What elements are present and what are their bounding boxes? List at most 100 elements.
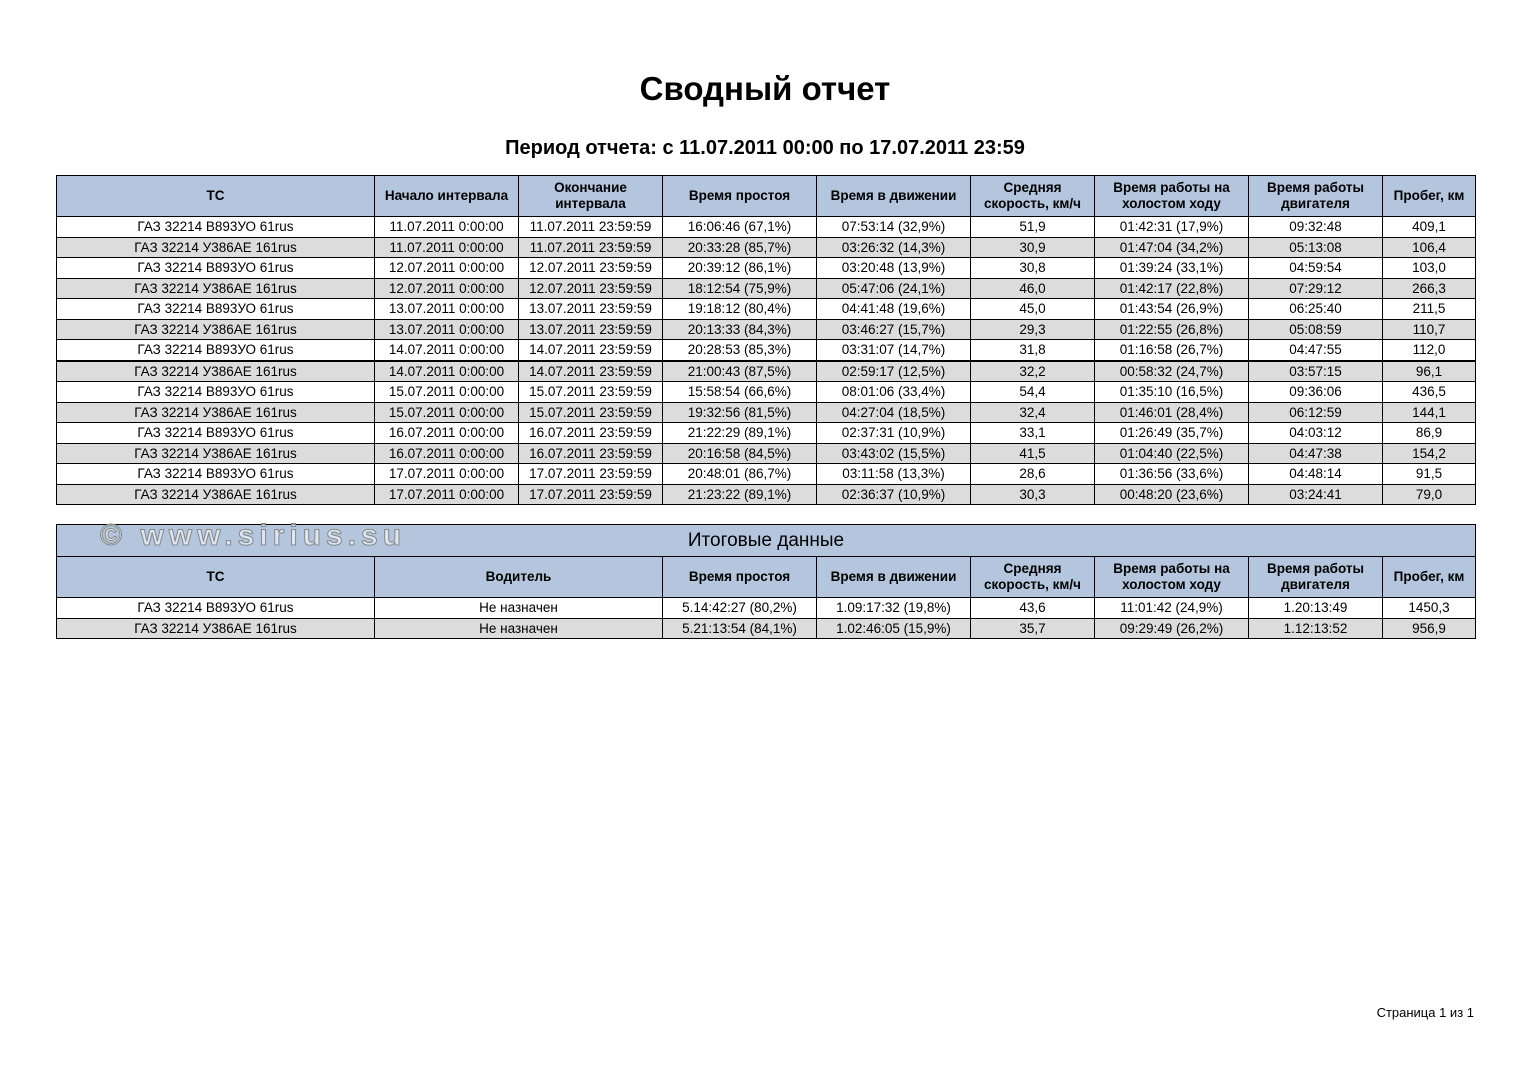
- table-cell: 13.07.2011 0:00:00: [374, 298, 519, 320]
- table-cell: ГАЗ 32214 У386АЕ 161rus: [56, 360, 375, 382]
- table-cell: 956,9: [1382, 617, 1476, 639]
- table-row: ГАЗ 32214 У386АЕ 161rus 13.07.2011 0:00:0…: [56, 318, 1476, 340]
- column-header: Начало интервала: [374, 175, 519, 217]
- table-cell: 01:04:40 (22,5%): [1094, 442, 1249, 464]
- table-cell: 02:59:17 (12,5%): [816, 360, 971, 382]
- table-cell: 13.07.2011 23:59:59: [518, 298, 663, 320]
- table-cell: 03:20:48 (13,9%): [816, 257, 971, 279]
- table-cell: ГАЗ 32214 В893УО 61rus: [56, 463, 375, 485]
- table-cell: 13.07.2011 23:59:59: [518, 318, 663, 340]
- table-cell: 04:03:12: [1248, 422, 1383, 444]
- table-cell: ГАЗ 32214 В893УО 61rus: [56, 381, 375, 403]
- column-header: Время работы на холостом ходу: [1094, 175, 1249, 217]
- table-cell: 30,8: [970, 257, 1095, 279]
- table-cell: 03:57:15: [1248, 360, 1383, 382]
- table-cell: Не назначен: [374, 597, 663, 619]
- table-cell: 15.07.2011 0:00:00: [374, 381, 519, 403]
- table-cell: 00:48:20 (23,6%): [1094, 483, 1249, 505]
- table-row: ГАЗ 32214 В893УО 61rus 13.07.2011 0:00:00…: [56, 298, 1476, 320]
- table-cell: 15.07.2011 23:59:59: [518, 381, 663, 403]
- column-header: Время простоя: [662, 175, 817, 217]
- table-cell: 03:46:27 (15,7%): [816, 318, 971, 340]
- table-cell: ГАЗ 32214 У386АЕ 161rus: [56, 236, 375, 258]
- table-cell: 91,5: [1382, 463, 1476, 485]
- column-header: Время простоя: [662, 556, 817, 598]
- table-cell: 04:47:55: [1248, 339, 1383, 361]
- table-cell: 16.07.2011 23:59:59: [518, 422, 663, 444]
- table-row: ГАЗ 32214 У386АЕ 161rus 16.07.2011 0:00:0…: [56, 442, 1476, 464]
- table-cell: 09:32:48: [1248, 216, 1383, 238]
- table-cell: 19:32:56 (81,5%): [662, 401, 817, 423]
- table-cell: 04:59:54: [1248, 257, 1383, 279]
- table-cell: ГАЗ 32214 В893УО 61rus: [56, 257, 375, 279]
- table-cell: 20:13:33 (84,3%): [662, 318, 817, 340]
- table-cell: 12.07.2011 0:00:00: [374, 277, 519, 299]
- table-cell: 32,2: [970, 360, 1095, 382]
- table-cell: 03:43:02 (15,5%): [816, 442, 971, 464]
- column-header: Окончание интервала: [518, 175, 663, 217]
- table-cell: 96,1: [1382, 360, 1476, 382]
- table-cell: 15:58:54 (66,6%): [662, 381, 817, 403]
- table-cell: 03:24:41: [1248, 483, 1383, 505]
- column-header: Пробег, км: [1382, 556, 1476, 598]
- table-cell: 35,7: [970, 617, 1095, 639]
- table-row: ГАЗ 32214 У386АЕ 161rus 11.07.2011 0:00:0…: [56, 236, 1476, 258]
- table-cell: 11.07.2011 23:59:59: [518, 236, 663, 258]
- table-cell: 19:18:12 (80,4%): [662, 298, 817, 320]
- table-cell: 20:39:12 (86,1%): [662, 257, 817, 279]
- table-cell: 12.07.2011 0:00:00: [374, 257, 519, 279]
- table-cell: 51,9: [970, 216, 1095, 238]
- table-cell: 20:33:28 (85,7%): [662, 236, 817, 258]
- table-cell: 01:39:24 (33,1%): [1094, 257, 1249, 279]
- table-cell: ГАЗ 32214 В893УО 61rus: [56, 597, 375, 619]
- table-cell: 18:12:54 (75,9%): [662, 277, 817, 299]
- table-cell: 33,1: [970, 422, 1095, 444]
- table-cell: 1.09:17:32 (19,8%): [816, 597, 971, 619]
- table-cell: 03:11:58 (13,3%): [816, 463, 971, 485]
- table-cell: 09:36:06: [1248, 381, 1383, 403]
- table-cell: ГАЗ 32214 У386АЕ 161rus: [56, 401, 375, 423]
- table-row: ГАЗ 32214 В893УО 61rus Не назначен 5.14:42…: [56, 597, 1476, 619]
- table-cell: 21:22:29 (89,1%): [662, 422, 817, 444]
- report-period: Период отчета: с 11.07.2011 00:00 по 17.…: [505, 137, 1025, 159]
- table-cell: 07:29:12: [1248, 277, 1383, 299]
- table-cell: ГАЗ 32214 У386АЕ 161rus: [56, 277, 375, 299]
- column-header: Средняя скорость, км/ч: [970, 175, 1095, 217]
- table-cell: 45,0: [970, 298, 1095, 320]
- table-row: ГАЗ 32214 В893УО 61rus 12.07.2011 0:00:00…: [56, 257, 1476, 279]
- table-cell: 01:35:10 (16,5%): [1094, 381, 1249, 403]
- detail-table: ТС Начало интервала Окончание интервала Вре…: [56, 175, 1476, 505]
- table-cell: 04:47:38: [1248, 442, 1383, 464]
- table-cell: 16:06:46 (67,1%): [662, 216, 817, 238]
- table-cell: 409,1: [1382, 216, 1476, 238]
- table-cell: 46,0: [970, 277, 1095, 299]
- table-cell: 20:48:01 (86,7%): [662, 463, 817, 485]
- table-cell: 07:53:14 (32,9%): [816, 216, 971, 238]
- table-cell: 21:23:22 (89,1%): [662, 483, 817, 505]
- column-header: ТС: [56, 556, 375, 598]
- table-row: ГАЗ 32214 В893УО 61rus 14.07.2011 0:00:00…: [56, 339, 1476, 361]
- table-cell: 15.07.2011 0:00:00: [374, 401, 519, 423]
- table-cell: 06:12:59: [1248, 401, 1383, 423]
- table-cell: Не назначен: [374, 617, 663, 639]
- table-cell: 04:41:48 (19,6%): [816, 298, 971, 320]
- table-cell: 11:01:42 (24,9%): [1094, 597, 1249, 619]
- table-cell: 12.07.2011 23:59:59: [518, 257, 663, 279]
- summary-title: Итоговые данные: [56, 524, 1476, 557]
- table-cell: 1.02:46:05 (15,9%): [816, 617, 971, 639]
- table-cell: 112,0: [1382, 339, 1476, 361]
- table-cell: 05:47:06 (24,1%): [816, 277, 971, 299]
- table-cell: 09:29:49 (26,2%): [1094, 617, 1249, 639]
- table-cell: 01:42:17 (22,8%): [1094, 277, 1249, 299]
- table-cell: 04:48:14: [1248, 463, 1383, 485]
- table-cell: 11.07.2011 23:59:59: [518, 216, 663, 238]
- column-header: Водитель: [374, 556, 663, 598]
- table-cell: ГАЗ 32214 У386АЕ 161rus: [56, 442, 375, 464]
- column-header: Время работы двигателя: [1248, 556, 1383, 598]
- detail-header-row: ТС Начало интервала Окончание интервала Вре…: [56, 175, 1476, 217]
- table-cell: 11.07.2011 0:00:00: [374, 236, 519, 258]
- table-cell: 01:22:55 (26,8%): [1094, 318, 1249, 340]
- table-cell: 30,3: [970, 483, 1095, 505]
- table-cell: 04:27:04 (18,5%): [816, 401, 971, 423]
- column-header: ТС: [56, 175, 375, 217]
